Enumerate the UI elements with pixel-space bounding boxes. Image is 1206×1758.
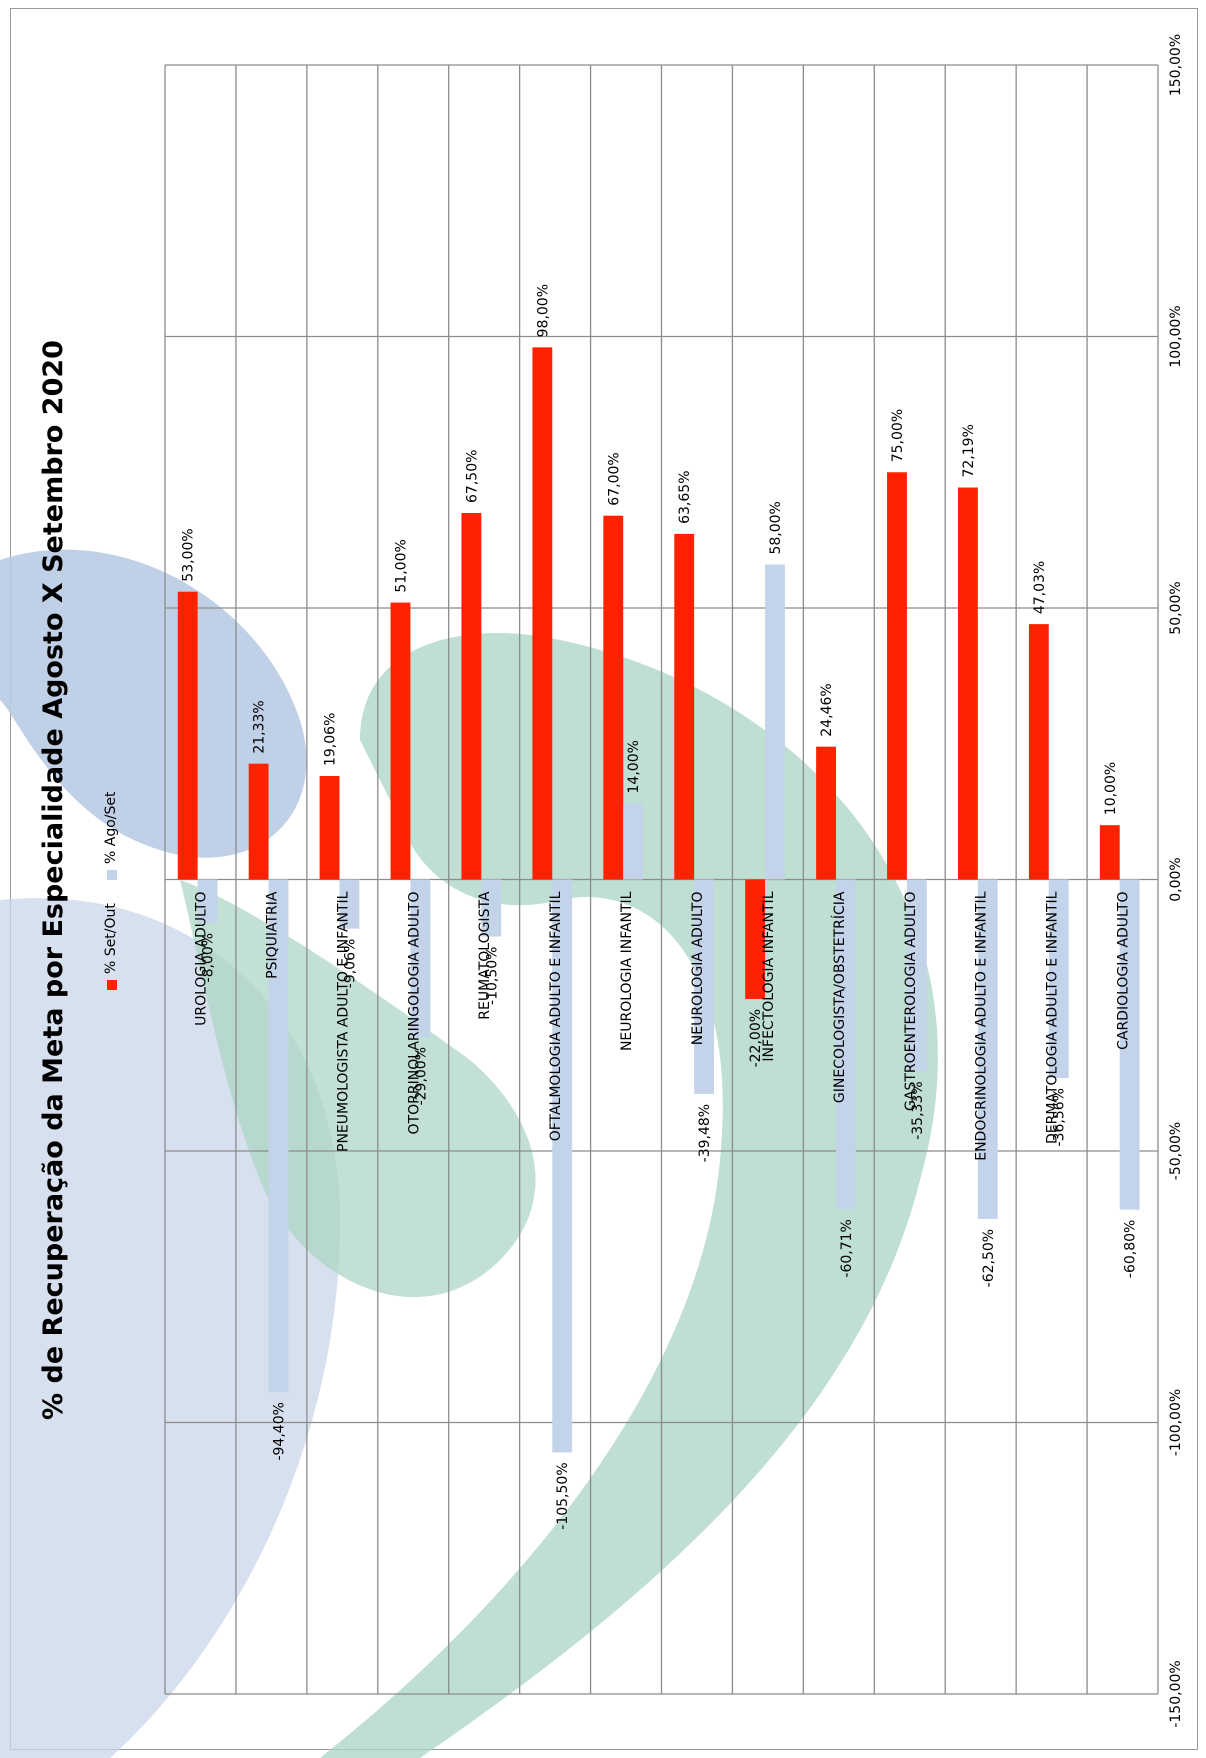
data-label: 58,00% — [768, 501, 784, 554]
value-tick-label: 50,00% — [1168, 581, 1184, 634]
data-label: 10,00% — [1103, 762, 1119, 815]
data-label: 53,00% — [181, 528, 197, 581]
bar-ago-set — [1048, 879, 1069, 1079]
data-label: 75,00% — [890, 409, 906, 462]
bar-set-out — [390, 602, 411, 880]
data-label: 14,00% — [626, 740, 642, 793]
data-label: -22,00% — [748, 1009, 764, 1067]
category-label: PSIQUIATRIA — [264, 891, 280, 979]
value-tick-label: 0,00% — [1168, 857, 1184, 901]
chart-frame — [10, 8, 1198, 1750]
category-label: GINECOLOGISTA/OBSTETRÍCIA — [831, 891, 848, 1103]
data-label: -29,00% — [413, 1047, 429, 1105]
category-label: OFTALMOLOGIA ADULTO E INFANTIL — [548, 891, 564, 1141]
category-label: NEUROLOGIA INFANTIL — [619, 891, 635, 1051]
category-label: PNEUMOLOGISTA ADULTO E INFANTIL — [335, 891, 351, 1152]
data-label: -60,71% — [839, 1219, 855, 1277]
data-label: -35,33% — [910, 1081, 926, 1139]
bar-ago-set — [694, 879, 714, 1094]
data-label: -39,48% — [697, 1104, 713, 1162]
data-label: 24,46% — [819, 683, 835, 736]
data-label: 67,50% — [464, 450, 480, 503]
bar-ago-set — [268, 879, 289, 1393]
data-label: 21,33% — [252, 700, 268, 753]
bar-ago-set — [977, 879, 998, 1219]
data-label: -105,50% — [555, 1462, 571, 1529]
bar-ago-set — [835, 879, 856, 1210]
bar-set-out — [1028, 624, 1049, 880]
category-label: ENDOCRINOLOGIA ADULTO E INFANTIL — [974, 891, 990, 1160]
bar-ago-set — [410, 879, 431, 1037]
category-label: REUMATOLOGISTA — [477, 891, 493, 1020]
data-label: 19,06% — [323, 713, 339, 766]
bar-set-out — [177, 591, 198, 880]
bar-ago-set — [906, 879, 927, 1072]
value-tick-label: -100,00% — [1168, 1389, 1184, 1456]
data-label: -10,50% — [484, 947, 500, 1005]
bar-ago-set — [623, 803, 644, 880]
data-label: -94,40% — [271, 1402, 287, 1460]
bar-set-out — [319, 776, 340, 880]
category-label: INFECTOLOGIA INFANTIL — [761, 891, 777, 1061]
bar-set-out — [887, 472, 907, 880]
value-tick-label: -50,00% — [1168, 1122, 1184, 1180]
bar-set-out — [603, 515, 624, 880]
chart-title: % de Recuperação da Meta por Especialida… — [38, 340, 69, 1420]
background-swoosh-blue — [0, 549, 307, 858]
category-label: DERMATOLOGIA ADULTO E INFANTIL — [1045, 891, 1061, 1144]
value-tick-label: 100,00% — [1168, 305, 1184, 367]
value-tick-label: -150,00% — [1168, 1660, 1184, 1727]
legend-label: % Ago/Set — [103, 791, 119, 864]
bar-ago-set — [481, 879, 502, 937]
legend-swatch-set-out — [107, 980, 117, 990]
bar-ago-set — [339, 879, 360, 929]
data-label: 72,19% — [961, 424, 977, 477]
data-label: 67,00% — [606, 452, 622, 505]
data-label: -62,50% — [981, 1229, 997, 1287]
value-tick-label: 150,00% — [1168, 34, 1184, 96]
category-label: GASTROENTEROLOGIA ADULTO — [903, 892, 919, 1111]
data-label: -36,56% — [1052, 1088, 1068, 1146]
data-label: -8,00% — [201, 933, 217, 983]
data-label: 47,03% — [1032, 561, 1048, 614]
bar-set-out — [674, 533, 695, 880]
legend-label: % Set/Out — [103, 903, 119, 974]
category-label: NEUROLOGIA ADULTO — [690, 892, 706, 1046]
bar-ago-set — [552, 879, 573, 1453]
bar-ago-set — [197, 879, 218, 923]
data-label: -60,80% — [1123, 1220, 1139, 1278]
data-label: -9,06% — [342, 939, 358, 989]
data-label: 51,00% — [393, 539, 409, 592]
legend-swatch-ago-set — [107, 870, 117, 880]
category-label: OTORRINOLARINGOLOGIA ADULTO — [406, 892, 422, 1135]
category-label: UROLOGIA ADULTO — [193, 892, 209, 1026]
bar-set-out — [1099, 825, 1120, 880]
background-swoosh-green — [320, 633, 938, 1758]
bar-set-out — [745, 879, 766, 999]
bar-ago-set — [1119, 879, 1140, 1210]
bar-set-out — [532, 347, 553, 880]
bar-set-out — [248, 763, 269, 880]
bar-set-out — [957, 487, 978, 880]
data-label: 98,00% — [535, 284, 551, 337]
data-label: 63,65% — [677, 470, 693, 523]
bar-set-out — [461, 512, 482, 880]
bar-ago-set — [765, 564, 785, 880]
category-label: CARDIOLOGIA ADULTO — [1116, 892, 1132, 1050]
bar-set-out — [816, 746, 836, 880]
